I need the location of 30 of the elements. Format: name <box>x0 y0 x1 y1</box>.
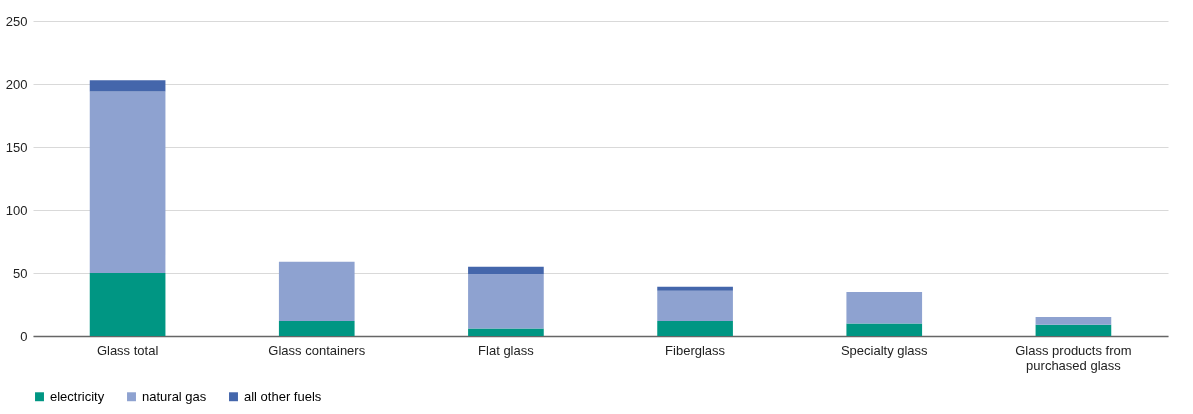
y-tick-label: 50 <box>13 265 28 281</box>
legend-label: natural gas <box>142 388 207 404</box>
bar <box>846 323 923 336</box>
bar <box>468 266 544 275</box>
y-tick-label: 150 <box>5 139 28 155</box>
bar <box>657 286 733 291</box>
x-tick-label: Fiberglass <box>665 342 726 358</box>
bar <box>89 273 166 336</box>
y-tick-label: 0 <box>20 328 28 344</box>
legend-label: electricity <box>50 388 105 404</box>
bar <box>468 328 544 336</box>
bar <box>278 320 355 336</box>
y-tick-label: 200 <box>5 76 28 92</box>
x-tick-label: Flat glass <box>478 342 535 358</box>
y-tick-label: 100 <box>5 202 28 218</box>
bar <box>657 320 733 336</box>
bar <box>846 291 923 324</box>
x-tick-label: Glass products from purchased glass <box>1015 342 1132 373</box>
bar <box>89 91 166 273</box>
bar <box>468 274 544 329</box>
legend-label: all other fuels <box>244 388 322 404</box>
y-tick-label: 250 <box>5 13 28 29</box>
x-tick-label: Specialty glass <box>840 342 929 358</box>
bar <box>1035 317 1112 325</box>
x-tick-label: Glass containers <box>268 342 366 358</box>
bar <box>278 261 355 321</box>
bar <box>1035 324 1112 336</box>
bar <box>89 80 166 92</box>
bar <box>657 290 733 321</box>
x-tick-label: Glass total <box>96 342 159 358</box>
